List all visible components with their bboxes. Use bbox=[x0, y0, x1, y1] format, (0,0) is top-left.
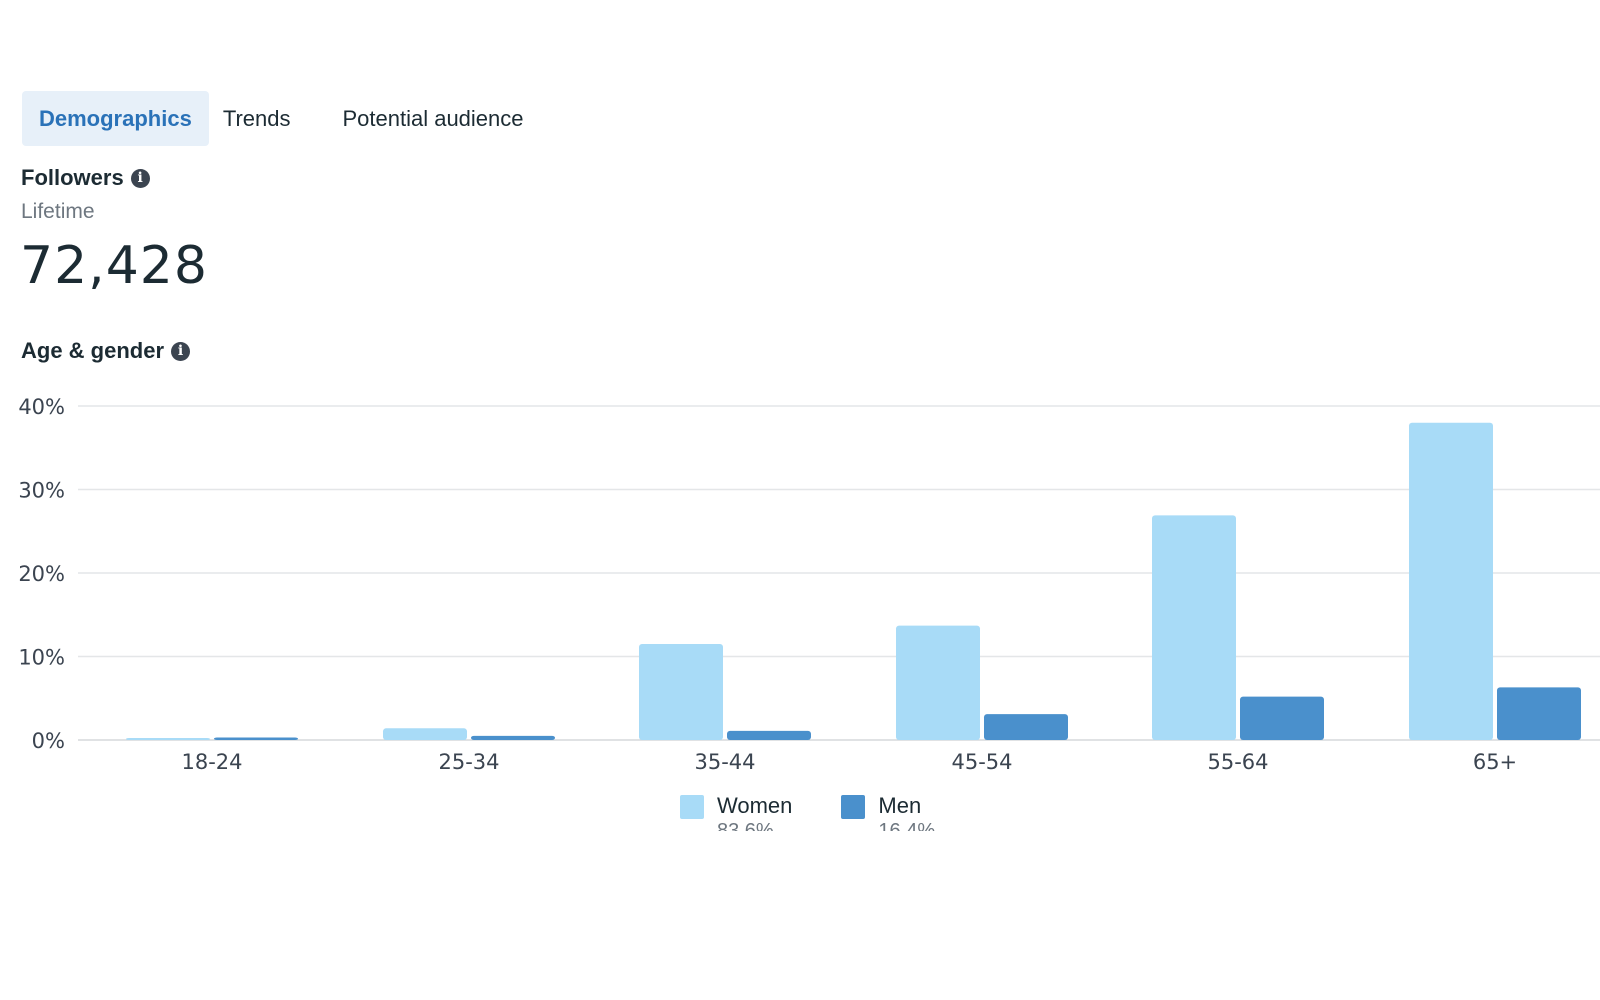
x-tick-label: 18-24 bbox=[181, 750, 242, 774]
tab-trends[interactable]: Trends bbox=[222, 105, 291, 131]
followers-count: 72,428 bbox=[20, 236, 208, 296]
followers-period: Lifetime bbox=[21, 200, 95, 223]
age-gender-heading: Age & gender i bbox=[21, 338, 191, 364]
x-tick-label: 25-34 bbox=[438, 750, 499, 774]
bar-women-25-34 bbox=[383, 728, 467, 740]
legend-item-women[interactable]: Women 83.6% bbox=[680, 793, 792, 831]
tab-potential-audience[interactable]: Potential audience bbox=[342, 105, 524, 131]
y-tick-label: 10% bbox=[18, 646, 65, 670]
legend-total-men: 16.4% bbox=[878, 821, 935, 831]
age-gender-title: Age & gender bbox=[21, 338, 165, 363]
bar-women-35-44 bbox=[639, 643, 723, 740]
info-icon[interactable]: i bbox=[130, 168, 150, 188]
chart-legend: Women 83.6% Men 16.4% bbox=[680, 793, 984, 831]
x-tick-label: 55-64 bbox=[1207, 750, 1268, 774]
x-tick-label: 65+ bbox=[1473, 750, 1517, 774]
bar-men-55-64 bbox=[1240, 696, 1324, 740]
bar-men-45-54 bbox=[984, 714, 1068, 740]
bar-women-55-64 bbox=[1152, 515, 1236, 740]
tab-bar: Demographics Trends Potential audience bbox=[22, 91, 541, 146]
bar-women-18-24 bbox=[126, 738, 210, 740]
bar-women-65+ bbox=[1409, 422, 1493, 740]
x-tick-label: 35-44 bbox=[694, 750, 755, 774]
legend-swatch-women bbox=[680, 795, 704, 819]
tab-demographics[interactable]: Demographics bbox=[22, 91, 209, 146]
y-tick-label: 40% bbox=[18, 395, 65, 419]
bar-men-25-34 bbox=[471, 735, 555, 740]
followers-heading: Followers i bbox=[21, 165, 150, 191]
y-tick-label: 30% bbox=[18, 479, 65, 503]
info-icon[interactable]: i bbox=[171, 341, 191, 361]
legend-label-women: Women bbox=[717, 793, 793, 818]
y-tick-label: 20% bbox=[18, 562, 65, 586]
bar-men-35-44 bbox=[727, 730, 811, 740]
x-tick-label: 45-54 bbox=[951, 750, 1012, 774]
age-gender-chart: 0% 10% 20% 30% 40% 18-24 25-34 35-44 45-54 55-64 6… bbox=[18, 395, 1600, 774]
followers-title: Followers bbox=[21, 165, 124, 190]
bar-men-65+ bbox=[1497, 687, 1581, 740]
legend-label-men: Men bbox=[878, 793, 922, 818]
y-tick-label: 0% bbox=[32, 729, 65, 753]
legend-item-men[interactable]: Men 16.4% bbox=[841, 793, 935, 831]
bar-men-18-24 bbox=[214, 737, 298, 740]
bar-women-45-54 bbox=[896, 625, 980, 740]
legend-total-women: 83.6% bbox=[717, 821, 792, 831]
legend-swatch-men bbox=[841, 795, 866, 819]
